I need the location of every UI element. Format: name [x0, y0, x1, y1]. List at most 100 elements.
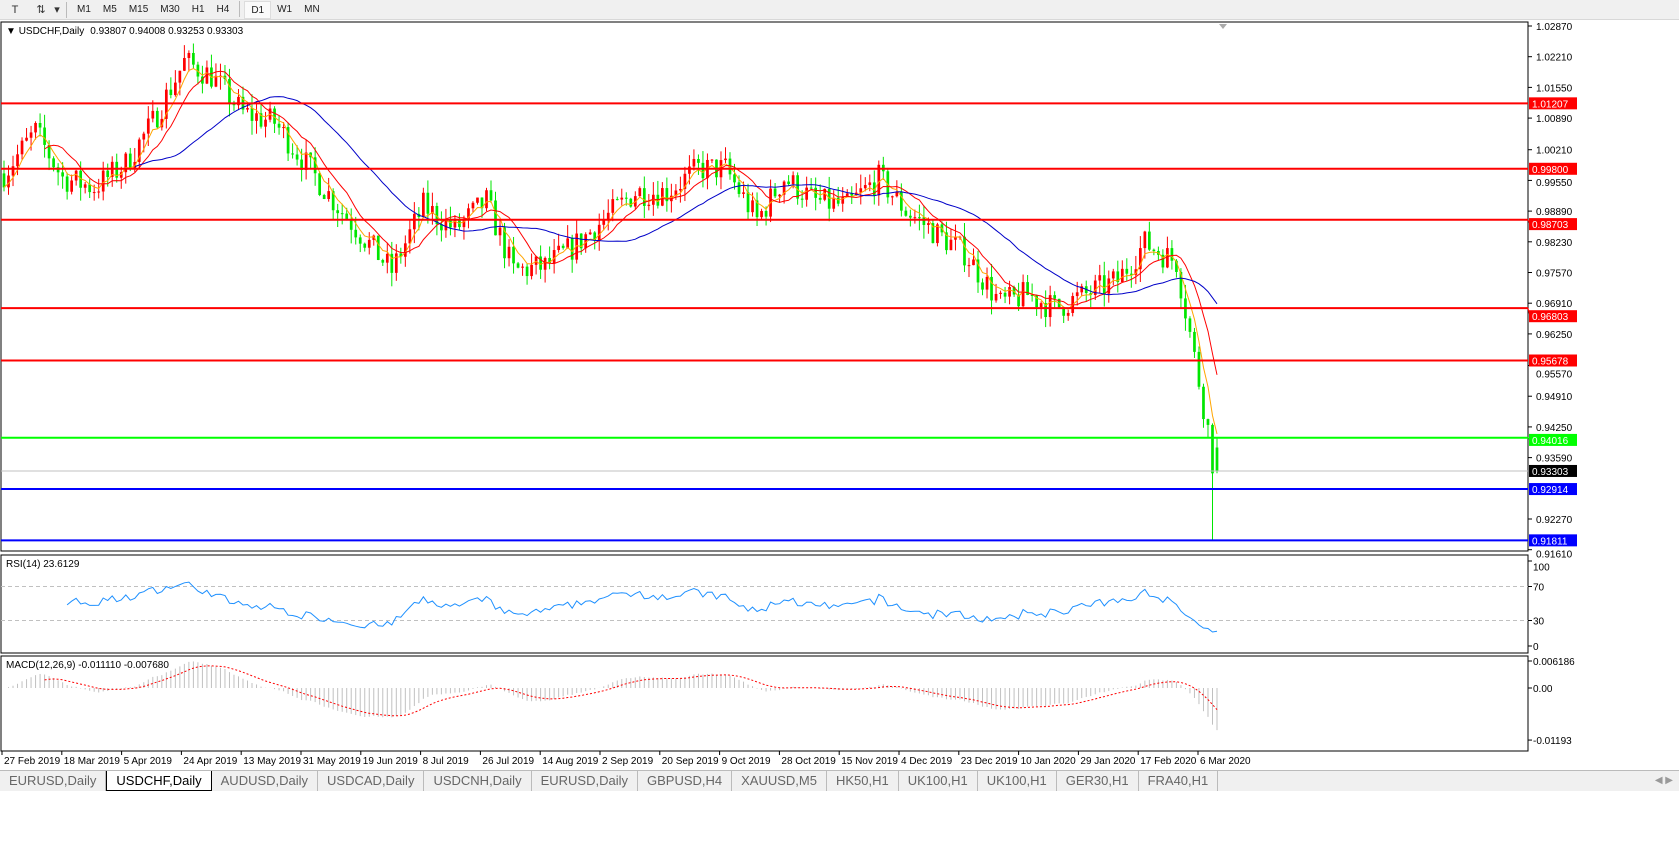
candle: [642, 176, 646, 219]
candle: [34, 121, 37, 140]
price-tick-label: 0.93590: [1536, 454, 1573, 465]
candle-body: [300, 159, 303, 171]
candle-body: [597, 224, 601, 241]
candle-body: [1066, 312, 1070, 316]
timeframe-m1[interactable]: M1: [77, 3, 91, 15]
candle-body: [25, 137, 28, 141]
candle-body: [1008, 287, 1011, 297]
candle-body: [385, 253, 389, 263]
candle: [818, 184, 822, 204]
chart-tab[interactable]: UK100,H1: [978, 771, 1057, 791]
chart-tab[interactable]: UK100,H1: [899, 771, 978, 791]
candle: [1211, 423, 1214, 540]
timeframe-d1[interactable]: D1: [244, 0, 272, 19]
timeframe-w1[interactable]: W1: [277, 3, 293, 15]
candle-body: [539, 256, 542, 270]
candle: [1116, 260, 1120, 293]
price-level-label: 0.94016: [1532, 436, 1569, 447]
chart-tab[interactable]: HK50,H1: [827, 771, 899, 791]
candle-body: [512, 246, 515, 264]
chart-tab[interactable]: XAUUSD,M5: [732, 771, 827, 791]
candle: [363, 242, 367, 252]
timeframe-m5[interactable]: M5: [102, 3, 117, 15]
price-tick-label: 1.02210: [1536, 53, 1573, 64]
date-label: 6 Mar 2020: [1200, 756, 1251, 767]
candle-body: [412, 213, 416, 230]
candle: [557, 233, 560, 253]
macd-axis-label: 0.00: [1533, 684, 1553, 695]
timeframe-mn[interactable]: MN: [304, 3, 320, 15]
timeframe-h1[interactable]: H1: [191, 3, 205, 15]
candle-body: [507, 246, 511, 259]
candle: [259, 104, 263, 129]
candle-body: [999, 292, 1002, 294]
chart-tab[interactable]: GER30,H1: [1057, 771, 1139, 791]
candle-body: [534, 256, 538, 265]
candle-body: [422, 192, 425, 218]
candle: [1125, 258, 1129, 282]
candle-body: [755, 200, 759, 218]
line-tools-icon[interactable]: ⇅: [36, 4, 46, 16]
candle: [552, 239, 556, 274]
tab-scroll-arrows[interactable]: ◀ ▶: [1654, 775, 1673, 786]
candle: [277, 115, 281, 135]
timeframe-m30[interactable]: M30: [160, 3, 180, 15]
chart-tab[interactable]: FRA40,H1: [1139, 771, 1219, 791]
candle: [1138, 236, 1142, 283]
timeframe-m15[interactable]: M15: [128, 3, 149, 15]
candle-body: [394, 253, 398, 273]
status-area: [0, 791, 1679, 848]
chart-tab[interactable]: USDCHF,Daily: [106, 771, 212, 791]
date-label: 23 Dec 2019: [961, 756, 1018, 767]
candle: [827, 176, 831, 222]
candle: [7, 165, 10, 195]
chart-tab[interactable]: AUDUSD,Daily: [212, 771, 319, 791]
price-tick-label: 0.96910: [1536, 299, 1573, 310]
candle: [183, 45, 186, 72]
candle-body: [836, 197, 840, 204]
candle-body: [588, 232, 592, 235]
candle-body: [476, 197, 479, 203]
candle: [214, 63, 218, 88]
candle-body: [899, 191, 903, 211]
candle-body: [183, 57, 186, 71]
candle-body: [516, 263, 520, 268]
macd-axis-label: 0.006186: [1533, 657, 1575, 668]
candle: [922, 205, 926, 239]
chart-tab[interactable]: USDCAD,Daily: [318, 771, 425, 791]
candle-body: [724, 158, 727, 161]
candle: [967, 257, 971, 278]
candle-body: [1170, 248, 1174, 261]
candle: [178, 70, 182, 96]
candle-body: [354, 229, 358, 238]
price-tick-label: 0.98230: [1536, 238, 1573, 249]
candle: [43, 114, 46, 158]
candle-body: [1012, 287, 1016, 295]
candle: [606, 199, 610, 231]
price-level-label: 0.95678: [1532, 356, 1569, 367]
timeframe-h4[interactable]: H4: [216, 3, 230, 15]
candle: [1003, 286, 1007, 304]
price-tick-label: 0.91610: [1536, 549, 1573, 560]
price-label-box: [1529, 464, 1577, 477]
candle: [981, 278, 984, 296]
candle: [530, 253, 533, 280]
candle: [11, 155, 15, 187]
candle-body: [557, 245, 560, 251]
candle-body: [146, 118, 150, 134]
price-label-box: [1529, 354, 1577, 367]
candle: [192, 43, 195, 69]
candle-body: [155, 110, 159, 128]
text-tool-icon[interactable]: T: [11, 3, 19, 16]
candle-body: [530, 264, 533, 277]
candle-body: [985, 276, 989, 290]
chart-tab[interactable]: EURUSD,Daily: [532, 771, 638, 791]
chart-tab[interactable]: GBPUSD,H4: [638, 771, 733, 791]
dropdown-arrow-icon[interactable]: ▾: [54, 4, 60, 16]
chart-window[interactable]: 1.02870 1.02210 1.01550 1.01207 1.00890 1.002…: [0, 20, 1679, 772]
candle: [282, 122, 285, 139]
chart-tab[interactable]: EURUSD,Daily: [0, 771, 107, 791]
candle-body: [692, 158, 696, 167]
candle: [381, 258, 385, 266]
chart-tab[interactable]: USDCNH,Daily: [424, 771, 532, 791]
